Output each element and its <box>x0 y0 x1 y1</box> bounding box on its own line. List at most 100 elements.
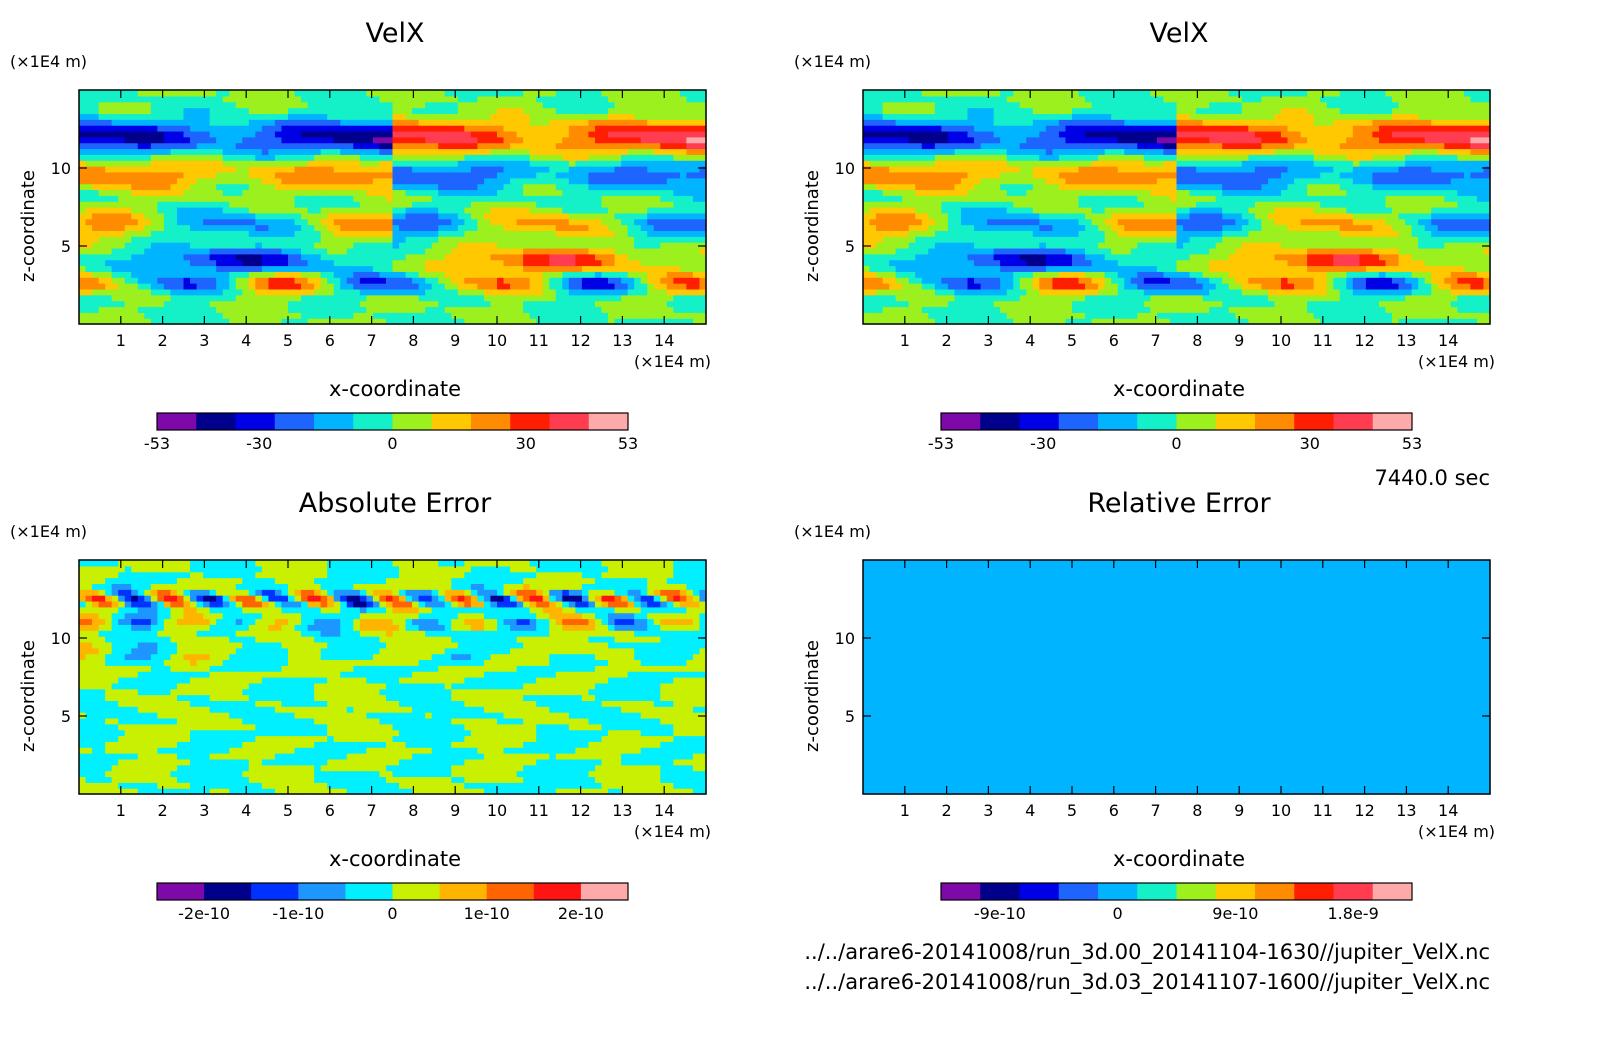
heatmap-cell <box>235 183 243 191</box>
heatmap-cell <box>928 300 936 308</box>
heatmap-cell <box>399 113 407 120</box>
heatmap-cell <box>1405 271 1413 278</box>
heatmap-cell <box>679 207 688 214</box>
heatmap-cell <box>320 148 328 155</box>
heatmap-cell <box>699 306 707 313</box>
heatmap-cell <box>385 253 394 261</box>
heatmap-cell <box>118 294 126 302</box>
heatmap-cell <box>1378 271 1387 278</box>
heatmap-cell <box>229 113 237 120</box>
heatmap-cell <box>640 101 648 109</box>
heatmap-cell <box>562 130 570 138</box>
heatmap-cell <box>516 107 524 114</box>
heatmap-cell <box>1463 265 1472 272</box>
heatmap-cell <box>980 294 988 302</box>
heatmap-cell <box>372 218 381 226</box>
heatmap-cell <box>1346 259 1354 267</box>
heatmap-cell <box>451 113 459 120</box>
heatmap-cell <box>673 230 681 237</box>
heatmap-cell <box>470 253 479 261</box>
heatmap-cell <box>163 318 172 325</box>
heatmap-cell <box>392 201 400 208</box>
heatmap-cell <box>353 160 361 167</box>
heatmap-cell <box>679 148 688 155</box>
heatmap-cell <box>150 224 158 231</box>
heatmap-cell <box>627 306 635 313</box>
heatmap-cell <box>333 294 341 302</box>
heatmap-cell <box>203 189 211 196</box>
heatmap-cell <box>209 95 217 103</box>
heatmap-cell <box>1098 294 1106 302</box>
heatmap-cell <box>379 130 387 138</box>
heatmap-cell <box>1143 277 1151 284</box>
heatmap-cell <box>1019 294 1027 302</box>
heatmap-cell <box>588 306 596 313</box>
heatmap-cell <box>327 271 335 278</box>
heatmap-cell <box>385 218 394 226</box>
heatmap-cell <box>568 130 576 138</box>
heatmap-cell <box>248 283 256 290</box>
heatmap-cell <box>418 113 426 120</box>
heatmap-cell <box>307 136 315 144</box>
heatmap-cell <box>412 271 420 278</box>
heatmap-cell <box>314 230 322 237</box>
heatmap-cell <box>660 166 668 173</box>
heatmap-cell <box>1313 259 1321 267</box>
heatmap-cell <box>876 283 884 290</box>
heatmap-cell <box>588 271 596 278</box>
heatmap-cell <box>575 283 583 290</box>
heatmap-cell <box>203 259 211 267</box>
heatmap-cell <box>359 154 367 161</box>
heatmap-cell <box>464 247 472 255</box>
heatmap-cell <box>1052 300 1060 308</box>
heatmap-cell <box>1248 288 1256 296</box>
heatmap-cell <box>497 177 505 185</box>
heatmap-cell <box>288 125 296 132</box>
heatmap-cell <box>1163 306 1171 313</box>
heatmap-cell <box>301 207 309 214</box>
heatmap-cell <box>222 236 230 243</box>
heatmap-cell <box>497 212 505 220</box>
heatmap-cell <box>92 283 100 290</box>
heatmap-cell <box>118 95 126 103</box>
heatmap-cell <box>281 195 289 202</box>
heatmap-cell <box>412 95 420 103</box>
heatmap-cell <box>549 166 557 173</box>
heatmap-cell <box>594 306 603 313</box>
heatmap-cell <box>497 265 505 272</box>
heatmap-cell <box>660 288 668 296</box>
heatmap-cell <box>399 207 407 214</box>
heatmap-cell <box>490 142 498 150</box>
heatmap-cell <box>627 183 635 191</box>
heatmap-cell <box>1052 288 1060 296</box>
heatmap-cell <box>1411 312 1419 319</box>
heatmap-cell <box>555 288 563 296</box>
heatmap-cell <box>1333 271 1341 278</box>
heatmap-cell <box>216 224 224 231</box>
heatmap-cell <box>431 136 439 144</box>
heatmap-cell <box>144 312 152 319</box>
heatmap-cell <box>536 130 544 138</box>
heatmap-cell <box>575 142 583 150</box>
heatmap-cell <box>1352 271 1360 278</box>
heatmap-cell <box>640 136 648 144</box>
heatmap-cell <box>588 253 596 261</box>
heatmap-cell <box>1176 294 1184 302</box>
heatmap-cell <box>980 300 988 308</box>
heatmap-cell <box>346 189 354 196</box>
heatmap-cell <box>477 283 485 290</box>
heatmap-cell <box>320 230 328 237</box>
heatmap-cell <box>1058 300 1067 308</box>
heatmap-cell <box>301 201 309 208</box>
heatmap-cell <box>92 224 100 231</box>
heatmap-cell <box>692 218 701 226</box>
heatmap-cell <box>523 265 531 272</box>
heatmap-cell <box>470 224 479 231</box>
heatmap-cell <box>503 142 511 150</box>
heatmap-cell <box>568 236 576 243</box>
heatmap-cell <box>653 207 661 214</box>
heatmap-cell <box>118 90 126 97</box>
heatmap-cell <box>542 119 550 126</box>
heatmap-cell <box>1215 271 1223 278</box>
heatmap-cell <box>255 277 263 284</box>
